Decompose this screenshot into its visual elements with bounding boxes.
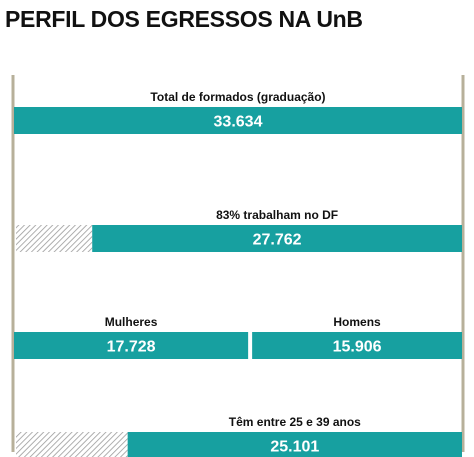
chart-title: PERFIL DOS EGRESSOS NA UnB [5, 6, 363, 32]
bar-segment [14, 332, 249, 359]
bar-segment [252, 332, 462, 359]
bar-category-label: Mulheres [105, 315, 158, 329]
bar-category-label: Total de formados (graduação) [150, 90, 325, 104]
bar-hatched-remainder [16, 225, 93, 252]
bar-value-label: 27.762 [253, 232, 302, 249]
bar-value-label: 33.634 [214, 114, 263, 131]
bar-value-label: 17.728 [107, 339, 156, 356]
bar-category-label: 83% trabalham no DF [216, 208, 338, 222]
bar [92, 225, 463, 252]
bar-value-label: 25.101 [270, 439, 319, 456]
bar [14, 107, 462, 134]
bar-category-label: Homens [333, 315, 381, 329]
bar [127, 432, 462, 457]
bar-value-label: 15.906 [333, 339, 382, 356]
bar-hatched-remainder [16, 432, 128, 457]
bar-category-label: Têm entre 25 e 39 anos [229, 415, 361, 429]
